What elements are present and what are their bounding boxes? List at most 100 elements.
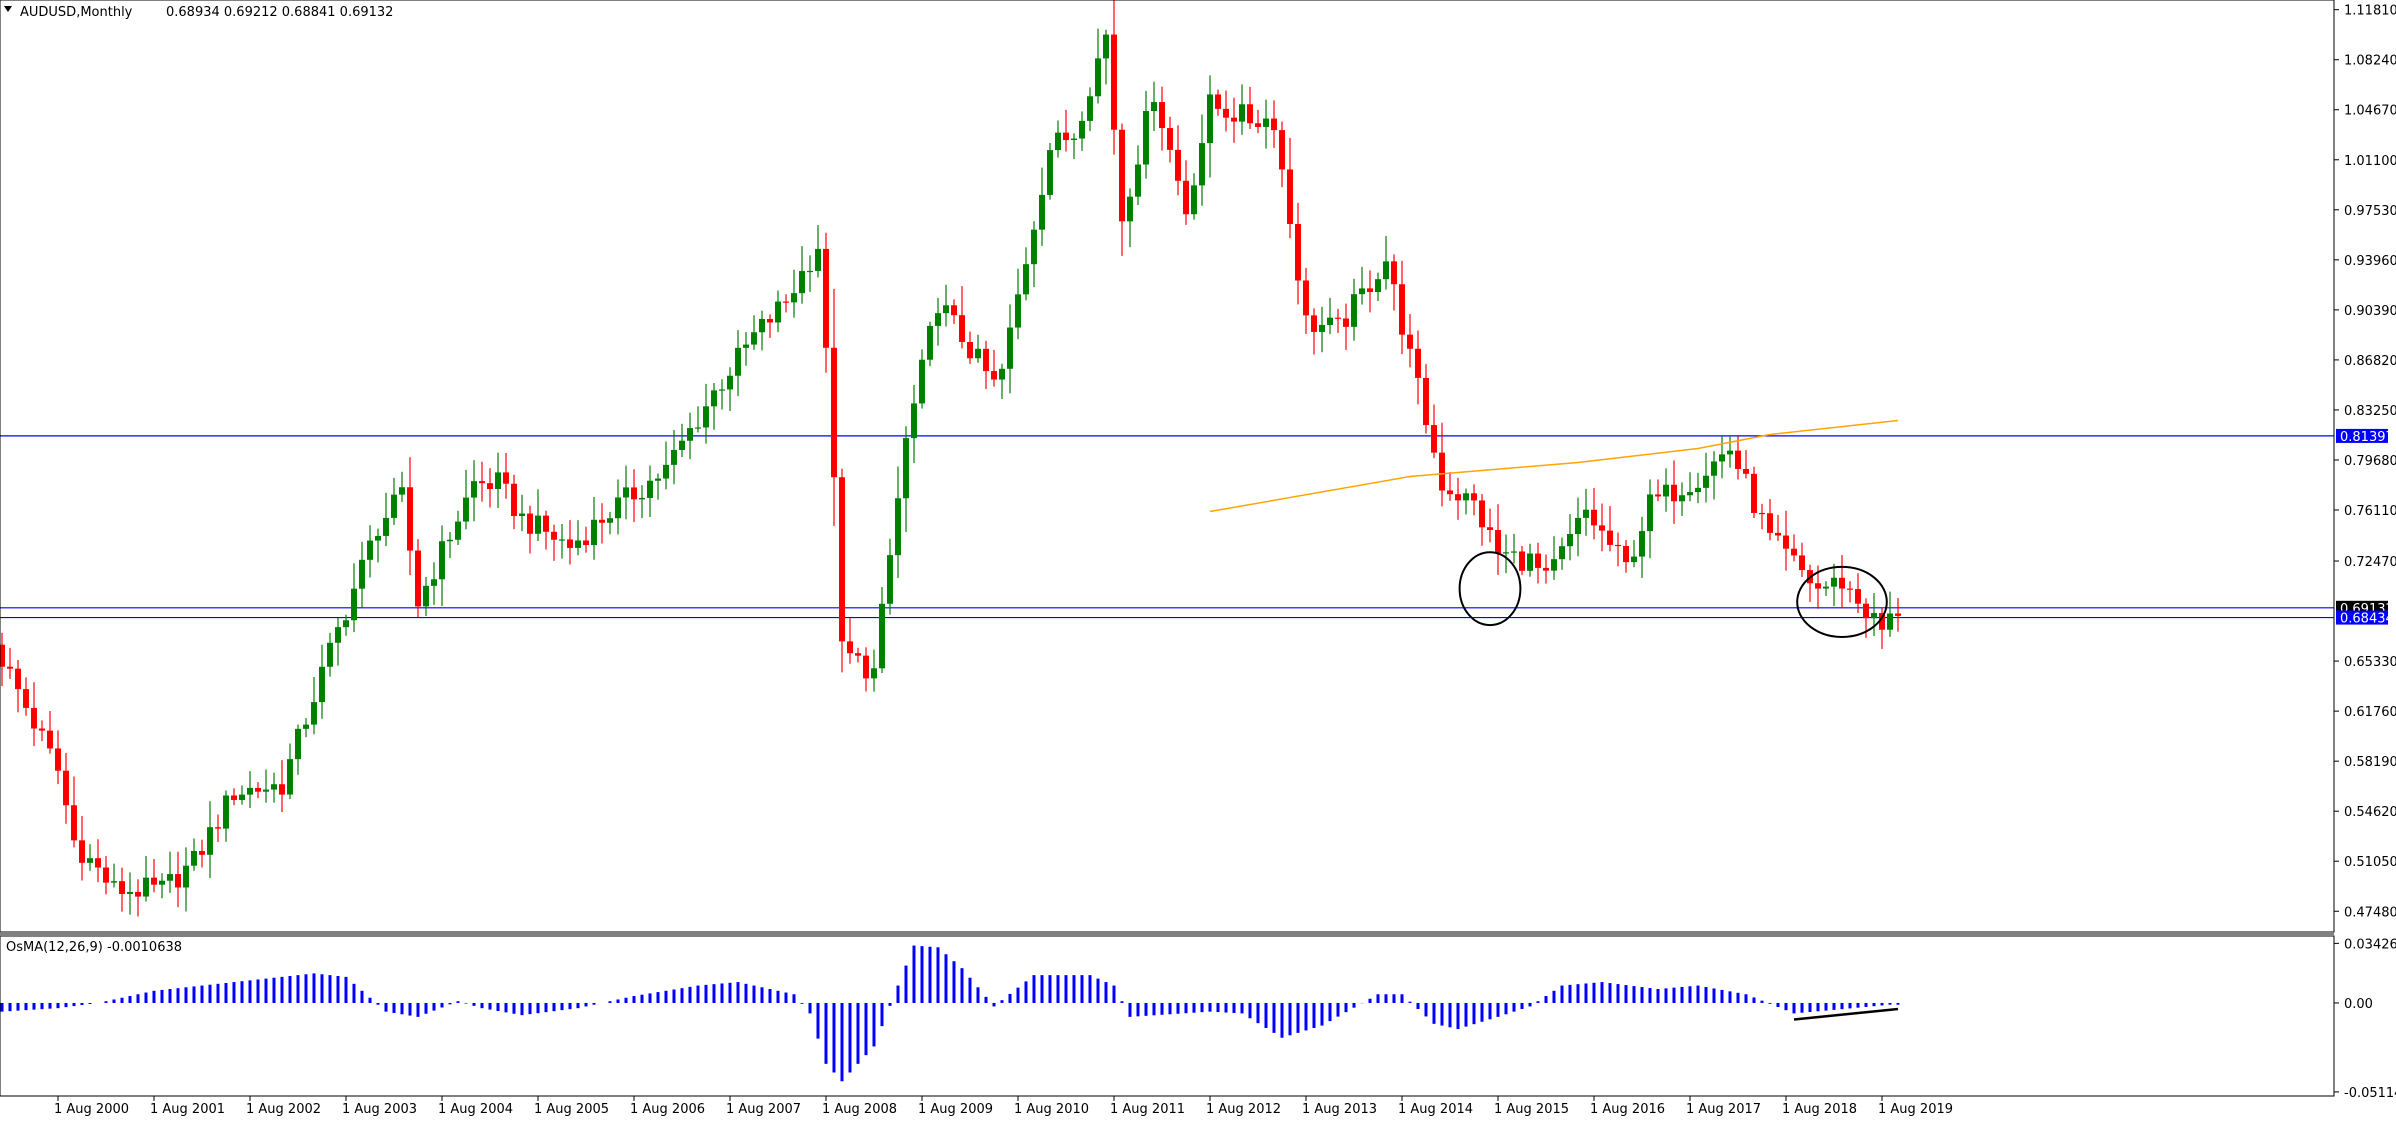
price-tick-label: 1.01100 [2344, 154, 2396, 169]
candle [1199, 114, 1205, 206]
candle [1407, 314, 1413, 368]
candle [1479, 494, 1485, 546]
time-tick-label: 1 Aug 2001 [150, 1102, 225, 1117]
candle [511, 474, 517, 530]
candle [855, 647, 861, 663]
chevron-down-icon[interactable] [4, 6, 12, 12]
candle [591, 496, 597, 560]
candle [1415, 330, 1421, 405]
candle [1831, 563, 1837, 607]
candle [87, 844, 93, 871]
price-tick-label: 0.58190 [2344, 755, 2396, 770]
time-tick-label: 1 Aug 2010 [1014, 1102, 1089, 1117]
time-tick-label: 1 Aug 2011 [1110, 1102, 1185, 1117]
candle [199, 839, 205, 868]
candle [391, 477, 397, 525]
candle [159, 873, 165, 899]
candle [423, 576, 429, 617]
candle [1263, 99, 1269, 149]
candle [191, 838, 197, 871]
price-tick-label: 0.51050 [2344, 855, 2396, 870]
candle [1367, 270, 1373, 313]
candle [1247, 86, 1253, 129]
candle [23, 677, 29, 716]
candle [143, 855, 149, 902]
time-tick-label: 1 Aug 2000 [54, 1102, 129, 1117]
candle [1463, 488, 1469, 515]
candle [783, 294, 789, 313]
candle [679, 423, 685, 458]
price-tick-label: 1.04670 [2344, 104, 2396, 119]
candle [1095, 28, 1101, 104]
horizontal-lines[interactable] [0, 435, 2334, 619]
candle [535, 489, 541, 542]
candle [1767, 499, 1773, 541]
candle [1015, 268, 1021, 340]
ellipse-annotation [1796, 565, 1888, 638]
candle [1023, 247, 1029, 301]
candle [959, 286, 965, 349]
price-axis-ticks: 1.11810 1.08240 1.04670 1.01100 0.97530 0.939… [2334, 4, 2396, 920]
candle [919, 349, 925, 409]
candle [967, 331, 973, 364]
candle [1591, 487, 1597, 540]
candle [1359, 266, 1365, 305]
candle [615, 479, 621, 535]
candle [1375, 272, 1381, 301]
candle [375, 528, 381, 563]
candle [1567, 514, 1573, 561]
candle [263, 769, 269, 803]
candle [1335, 308, 1341, 333]
candle [1703, 452, 1709, 503]
candle [743, 332, 749, 366]
price-tag-label: 0.81397 [2340, 430, 2394, 445]
candle [735, 330, 741, 397]
candle [943, 284, 949, 327]
candle [975, 334, 981, 363]
candle [791, 269, 797, 318]
candle [1599, 503, 1605, 552]
time-tick-label: 1 Aug 2009 [918, 1102, 993, 1117]
time-tick-label: 1 Aug 2017 [1686, 1102, 1761, 1117]
candle [1663, 468, 1669, 512]
candle [319, 644, 325, 719]
candle [1799, 542, 1805, 578]
candle [1231, 97, 1237, 143]
price-tag: 0.68434 [2336, 610, 2394, 627]
time-tick-label: 1 Aug 2018 [1782, 1102, 1857, 1117]
candle [1351, 278, 1357, 341]
price-tick-label: 0.83250 [2344, 404, 2396, 419]
candle [103, 855, 109, 895]
candle [1319, 306, 1325, 353]
candle [559, 523, 565, 559]
candle [271, 772, 277, 803]
candle [135, 879, 141, 917]
time-tick-label: 1 Aug 2008 [822, 1102, 897, 1117]
candle [1471, 484, 1477, 516]
candle [31, 682, 37, 746]
time-axis: 1 Aug 2000 1 Aug 2001 1 Aug 2002 1 Aug 2003… [54, 1096, 1953, 1117]
candle [799, 246, 805, 304]
candle [639, 485, 645, 519]
candle [1399, 260, 1405, 355]
price-tick-label: 0.90390 [2344, 304, 2396, 319]
candlestick-series [0, 0, 1901, 917]
candle [831, 288, 837, 526]
candle [903, 426, 909, 533]
candle [935, 297, 941, 346]
candle [1143, 90, 1149, 179]
candle [1223, 90, 1229, 132]
candle [583, 526, 589, 553]
candle [1695, 472, 1701, 504]
candle [1295, 202, 1301, 305]
candle [1431, 404, 1437, 459]
candle [1383, 235, 1389, 290]
candle [327, 632, 333, 677]
candle [47, 710, 53, 754]
candle [847, 618, 853, 664]
candle [1327, 297, 1333, 335]
candle [1063, 109, 1069, 152]
candle [1855, 573, 1861, 614]
